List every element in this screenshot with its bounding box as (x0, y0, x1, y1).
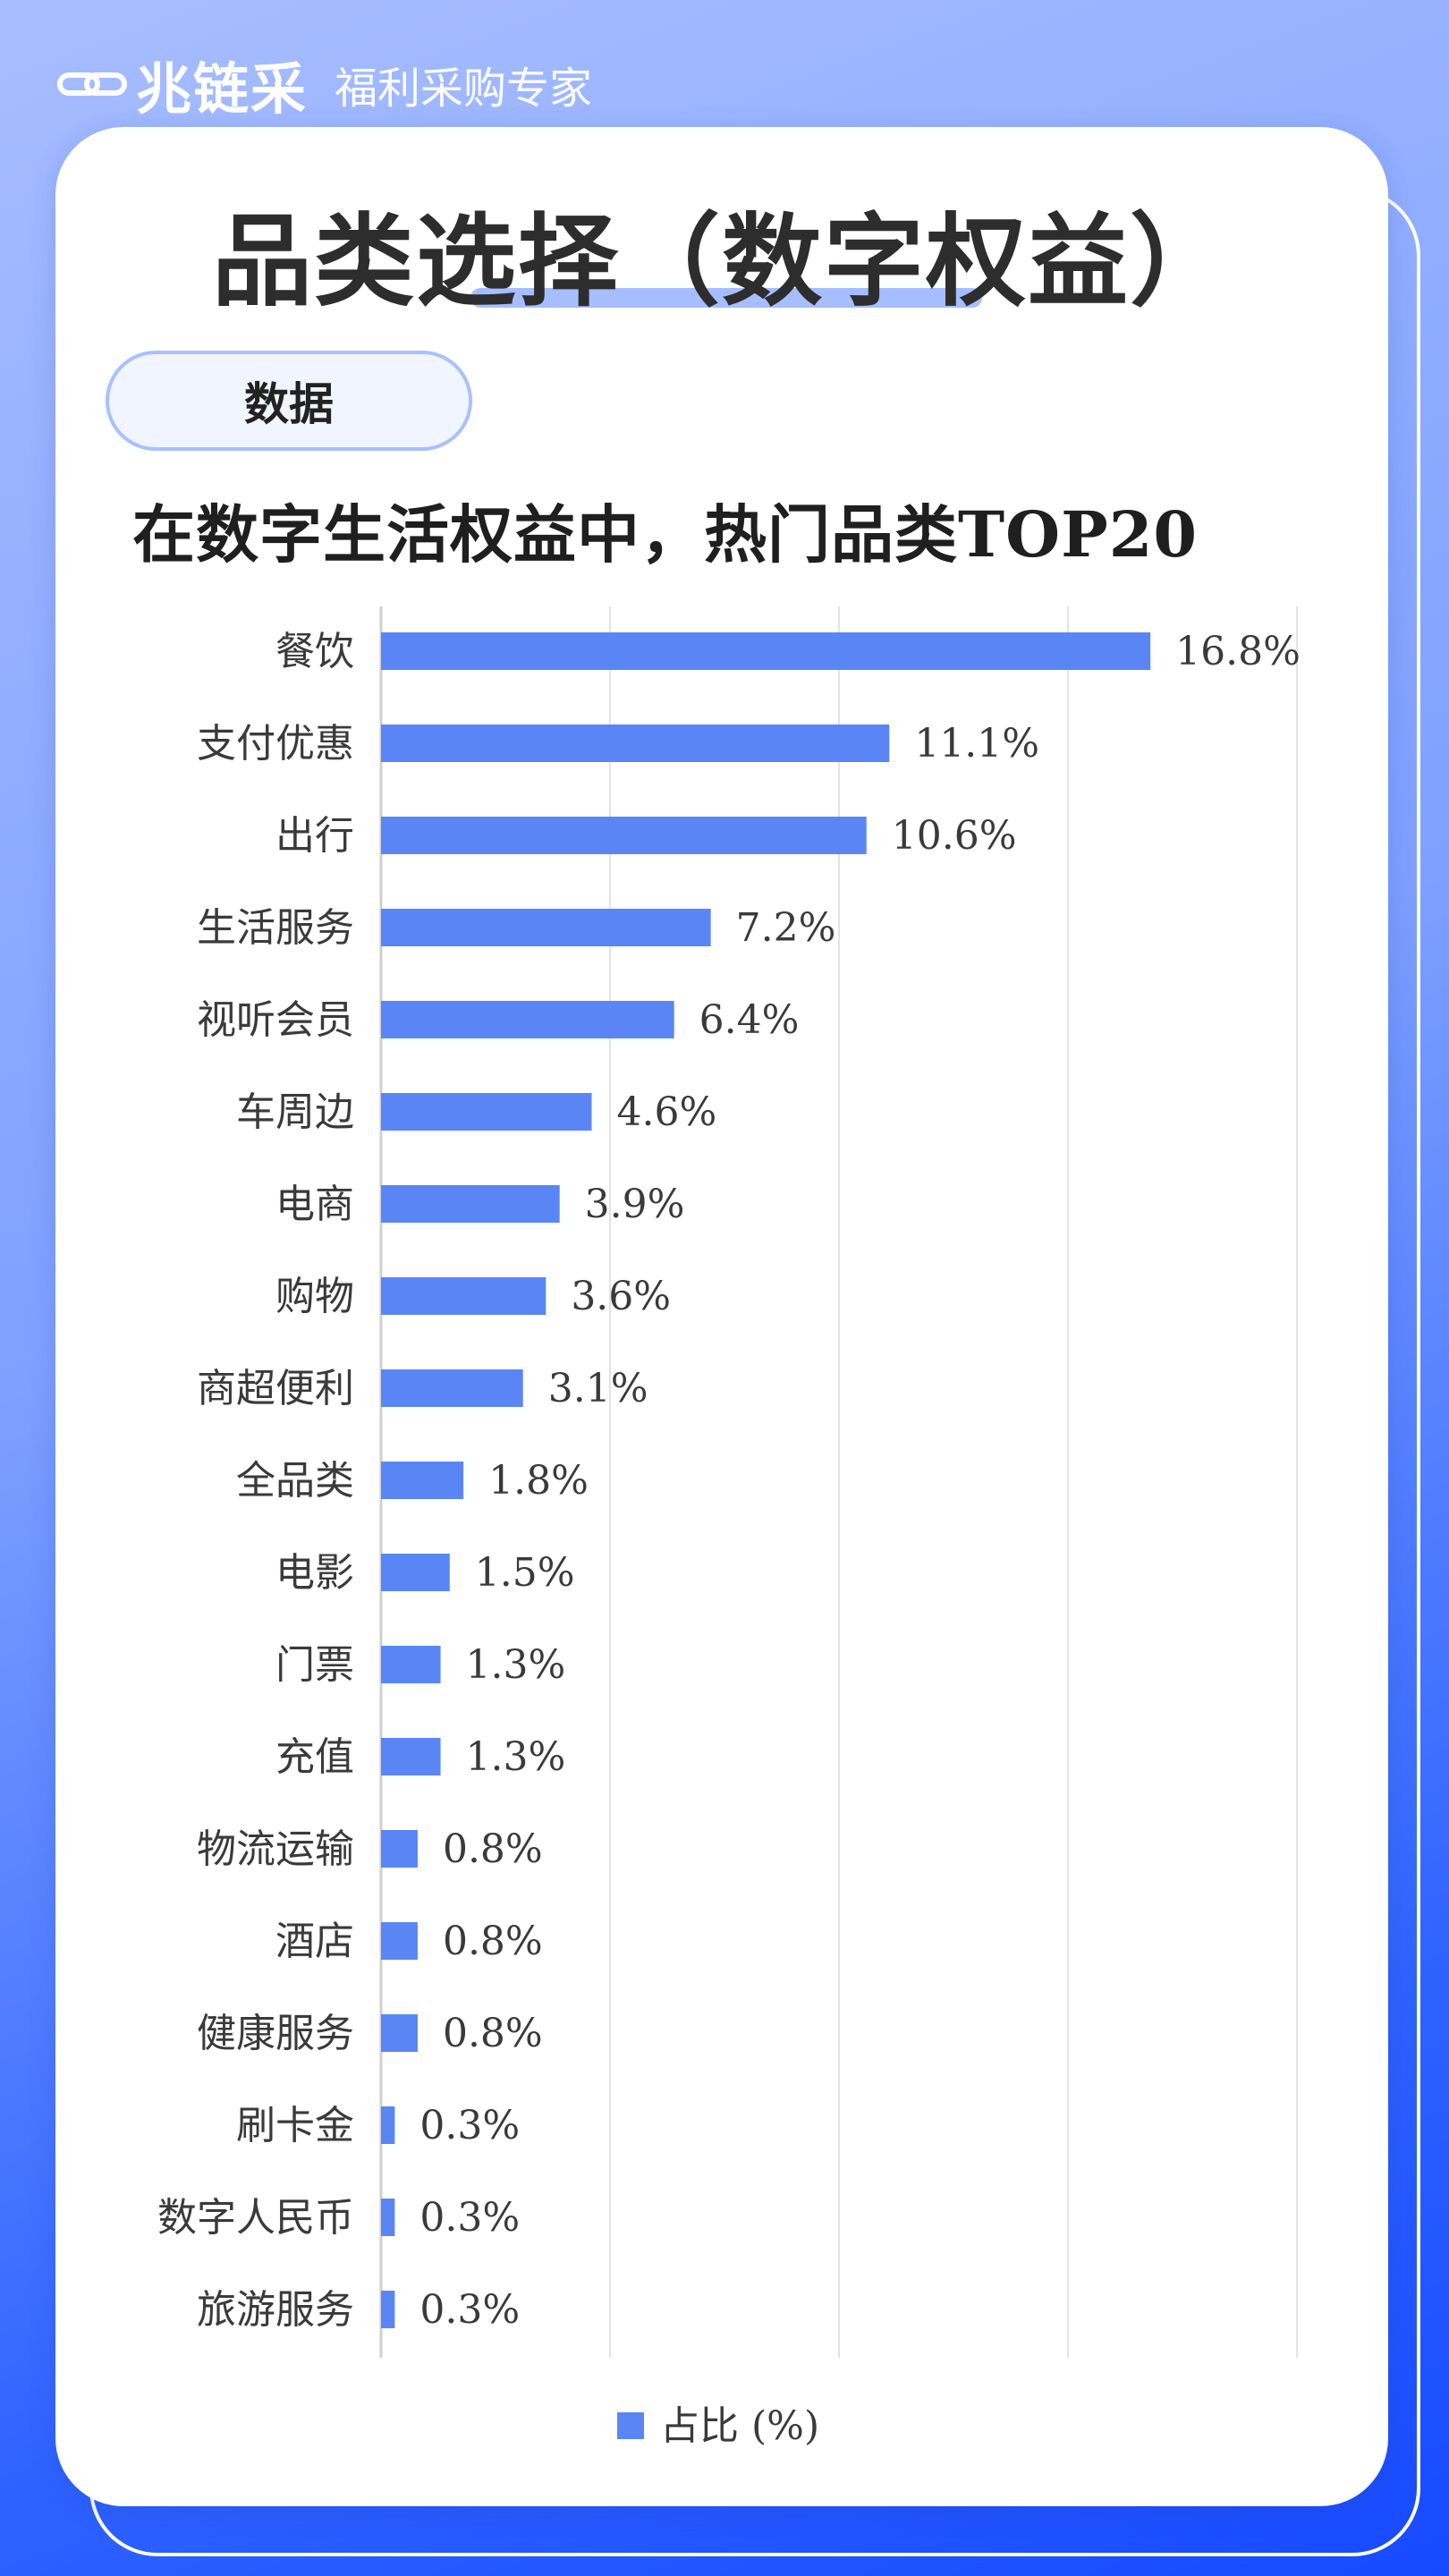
title-underline (470, 288, 982, 308)
category-label: 商超便利 (197, 1366, 354, 1411)
bar (381, 2291, 395, 2328)
bar (381, 1277, 547, 1315)
legend-label: 占比 (%) (660, 2403, 819, 2449)
category-label: 电商 (275, 1182, 354, 1227)
bar (381, 1554, 450, 1591)
chart-heading: 在数字生活权益中，热门品类TOP20 (132, 497, 1199, 572)
bar (381, 632, 1151, 670)
brand-name: 兆链采 (136, 56, 309, 122)
category-label: 健康服务 (197, 2011, 354, 2056)
data-label: 1.8% (488, 1458, 589, 1504)
data-label: 0.8% (443, 1919, 543, 1964)
data-label: 0.8% (443, 2011, 543, 2056)
data-label: 11.1% (914, 721, 1039, 767)
bar (381, 1738, 441, 1775)
category-label: 车周边 (236, 1089, 354, 1135)
category-label: 刷卡金 (236, 2103, 354, 2148)
bar (381, 2106, 395, 2144)
category-label: 全品类 (236, 1458, 354, 1504)
category-label: 购物 (275, 1274, 354, 1319)
category-label: 支付优惠 (197, 721, 354, 767)
chart-bars (381, 632, 1151, 2328)
data-label: 4.6% (617, 1089, 717, 1135)
legend-swatch (617, 2412, 644, 2439)
bar (381, 1093, 592, 1131)
brand-header: 兆链采 福利采购专家 (57, 48, 593, 122)
data-label: 0.3% (419, 2103, 520, 2148)
data-label: 16.8% (1175, 629, 1301, 674)
bar (381, 1369, 523, 1407)
bar (381, 2199, 395, 2236)
category-label: 视听会员 (197, 997, 354, 1043)
bar (381, 2014, 418, 2052)
data-label: 1.5% (475, 1550, 575, 1596)
bar (381, 1462, 464, 1499)
data-label: 3.9% (585, 1182, 685, 1227)
bar (381, 1830, 418, 1868)
chain-link-icon (57, 72, 127, 96)
chart-labels: 餐饮 16.8% 支付优惠 11.1% 出行 10.6% 生活服务 7.2% 视听会员 6.4% 车… (157, 629, 1301, 2333)
data-label: 1.3% (466, 1642, 566, 1688)
chart-legend: 占比 (%) (617, 2403, 819, 2449)
category-label: 餐饮 (275, 629, 354, 674)
chart-grid (379, 606, 1298, 2358)
category-label: 旅游服务 (197, 2287, 354, 2333)
data-label: 3.6% (571, 1274, 671, 1319)
bar (381, 1922, 418, 1960)
category-label: 出行 (275, 813, 354, 859)
bar (381, 1185, 560, 1223)
bar (381, 724, 890, 762)
content-card: 品类选择（数字权益） 数据 在数字生活权益中，热门品类TOP20 餐饮 16.8%… (55, 127, 1388, 2506)
category-label: 电影 (275, 1550, 354, 1596)
page-title: 品类选择（数字权益） (212, 203, 1232, 320)
category-label: 物流运输 (197, 1826, 354, 1872)
bar-chart: 餐饮 16.8% 支付优惠 11.1% 出行 10.6% 生活服务 7.2% 视听会员 6.4% 车… (157, 606, 1301, 2449)
bar (381, 817, 867, 854)
data-label: 6.4% (699, 997, 800, 1043)
category-label: 酒店 (275, 1919, 354, 1964)
bar (381, 909, 711, 946)
category-label: 门票 (275, 1642, 354, 1688)
section-label: 数据 (106, 351, 472, 451)
category-label: 充值 (275, 1734, 354, 1780)
bar (381, 1646, 441, 1683)
data-label: 3.1% (548, 1366, 648, 1411)
data-label: 0.8% (443, 1826, 543, 1872)
category-label: 生活服务 (197, 905, 354, 951)
brand-slogan: 福利采购专家 (335, 64, 593, 114)
data-label: 1.3% (466, 1734, 566, 1780)
data-label: 7.2% (736, 905, 836, 951)
data-label: 10.6% (892, 813, 1017, 859)
bar (381, 1001, 674, 1038)
data-label: 0.3% (419, 2195, 520, 2241)
data-label: 0.3% (419, 2287, 520, 2333)
category-label: 数字人民币 (157, 2195, 354, 2241)
